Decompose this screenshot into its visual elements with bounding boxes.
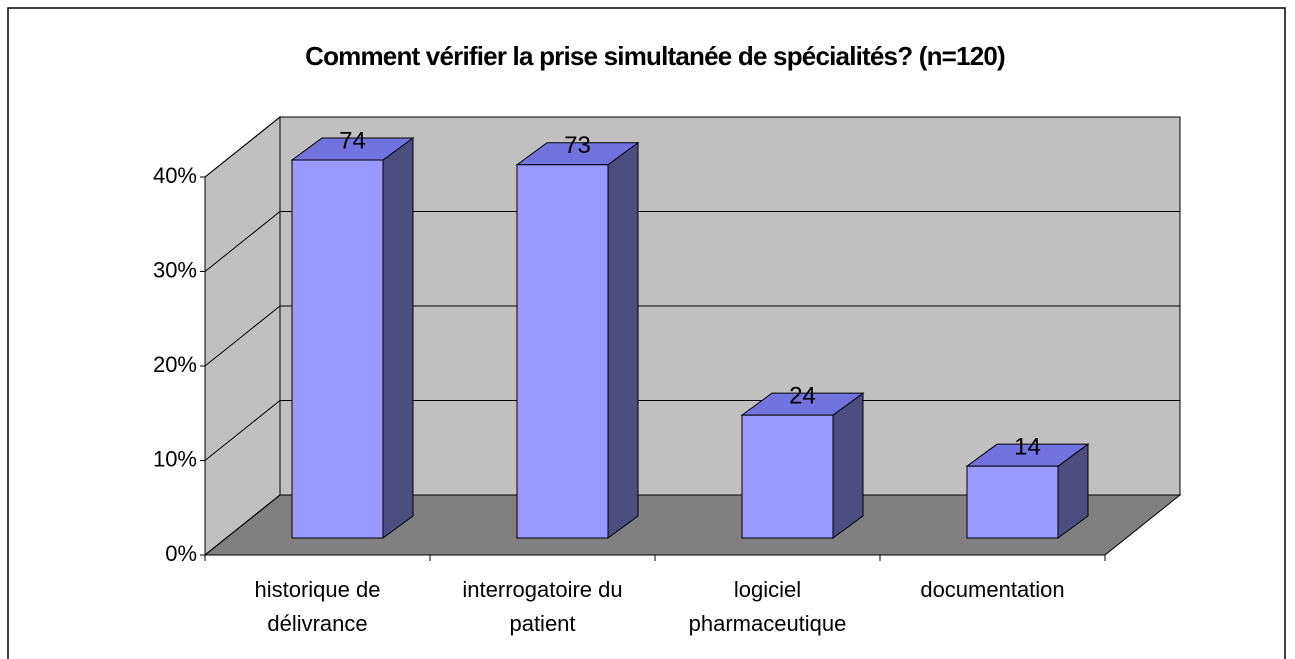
data-label: 24 <box>789 382 816 409</box>
y-tick-label: 30% <box>153 257 197 282</box>
bar-side <box>382 137 414 539</box>
data-label: 14 <box>1014 434 1041 461</box>
bar <box>516 164 609 539</box>
bar-side <box>607 141 639 539</box>
grid-line <box>204 305 1180 367</box>
x-tick-label: interrogatoire du patient <box>462 577 623 636</box>
x-tick-label: documentation <box>920 577 1065 602</box>
bar-side <box>832 392 864 539</box>
y-tick-label: 40% <box>153 163 197 188</box>
grid-line <box>204 211 1180 272</box>
data-label: 73 <box>564 132 591 159</box>
chart-title: Comment vérifier la prise simultanée de … <box>305 41 1005 71</box>
bar <box>966 465 1059 539</box>
grid-line <box>204 400 1180 461</box>
bar <box>741 414 834 539</box>
y-tick-label: 20% <box>153 352 197 377</box>
grid-line <box>204 116 1180 178</box>
x-tick-label: logiciel pharmaceutique <box>688 577 847 636</box>
data-label: 74 <box>339 127 366 154</box>
y-tick-label: 10% <box>153 446 197 471</box>
bar <box>291 159 384 539</box>
x-tick-label: historique de délivrance <box>254 577 381 636</box>
y-tick-label: 0% <box>165 541 197 566</box>
grid-line <box>204 494 1180 556</box>
